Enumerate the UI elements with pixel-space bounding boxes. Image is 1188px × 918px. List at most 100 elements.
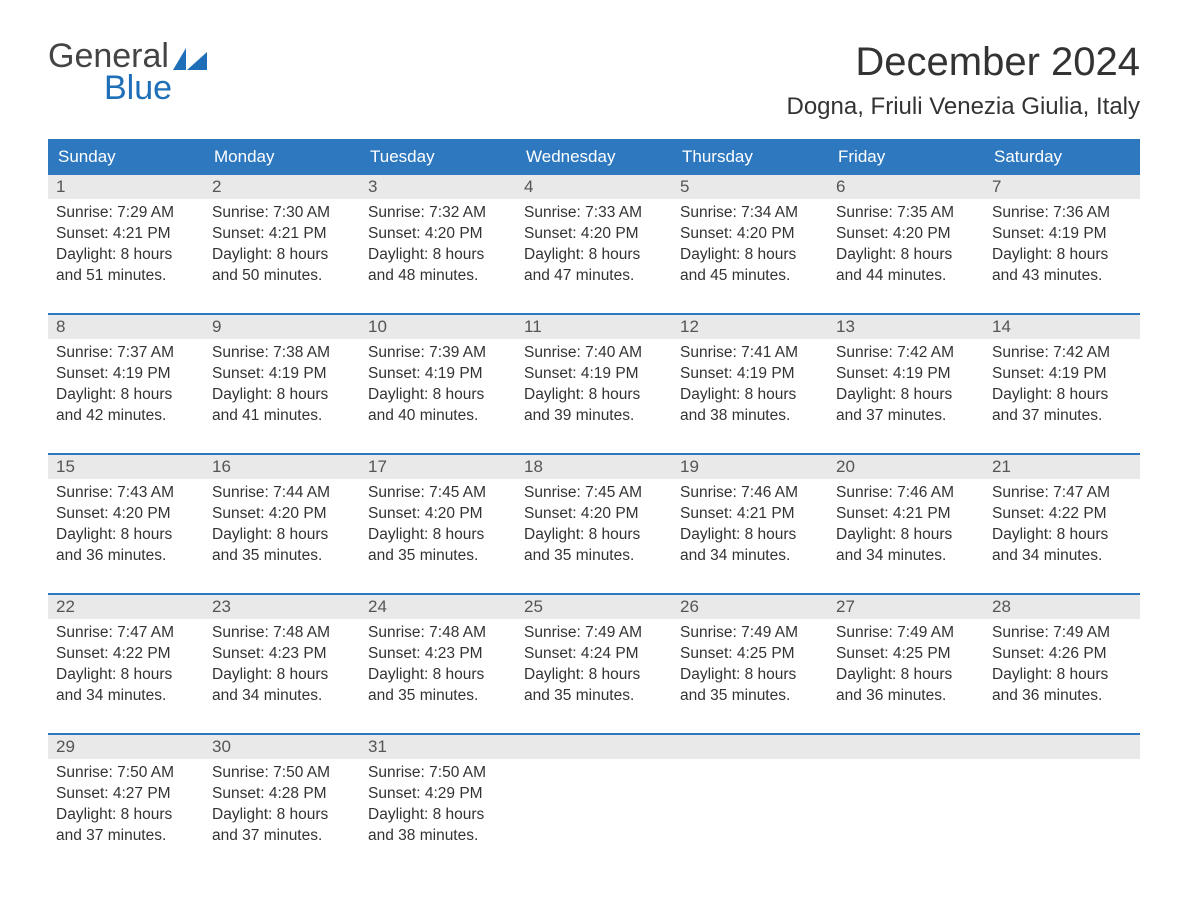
day-body: Sunrise: 7:38 AMSunset: 4:19 PMDaylight:…: [204, 339, 360, 431]
day-sunrise: Sunrise: 7:49 AM: [524, 623, 664, 644]
day-sunset: Sunset: 4:19 PM: [992, 224, 1132, 245]
day-body: Sunrise: 7:42 AMSunset: 4:19 PMDaylight:…: [828, 339, 984, 431]
day-number: [672, 735, 828, 759]
day-d1: Daylight: 8 hours: [212, 665, 352, 686]
day-number: 22: [48, 595, 204, 619]
day-number: 31: [360, 735, 516, 759]
day-sunrise: Sunrise: 7:49 AM: [992, 623, 1132, 644]
day-d2: and 45 minutes.: [680, 266, 820, 287]
day-sunset: Sunset: 4:22 PM: [56, 644, 196, 665]
day-body: Sunrise: 7:41 AMSunset: 4:19 PMDaylight:…: [672, 339, 828, 431]
day-d1: Daylight: 8 hours: [524, 525, 664, 546]
day-cell: 21Sunrise: 7:47 AMSunset: 4:22 PMDayligh…: [984, 455, 1140, 575]
day-body: Sunrise: 7:47 AMSunset: 4:22 PMDaylight:…: [984, 479, 1140, 571]
day-d1: Daylight: 8 hours: [992, 245, 1132, 266]
day-cell: 18Sunrise: 7:45 AMSunset: 4:20 PMDayligh…: [516, 455, 672, 575]
dow-thursday: Thursday: [672, 139, 828, 175]
day-number: 8: [48, 315, 204, 339]
day-cell: 16Sunrise: 7:44 AMSunset: 4:20 PMDayligh…: [204, 455, 360, 575]
day-cell: [516, 735, 672, 855]
day-sunrise: Sunrise: 7:33 AM: [524, 203, 664, 224]
day-body: Sunrise: 7:47 AMSunset: 4:22 PMDaylight:…: [48, 619, 204, 711]
day-d1: Daylight: 8 hours: [992, 665, 1132, 686]
day-sunset: Sunset: 4:20 PM: [836, 224, 976, 245]
day-d2: and 40 minutes.: [368, 406, 508, 427]
day-d2: and 37 minutes.: [56, 826, 196, 847]
day-body: Sunrise: 7:43 AMSunset: 4:20 PMDaylight:…: [48, 479, 204, 571]
day-sunset: Sunset: 4:29 PM: [368, 784, 508, 805]
day-sunset: Sunset: 4:21 PM: [212, 224, 352, 245]
day-d1: Daylight: 8 hours: [368, 385, 508, 406]
day-sunset: Sunset: 4:22 PM: [992, 504, 1132, 525]
dow-saturday: Saturday: [984, 139, 1140, 175]
day-sunrise: Sunrise: 7:50 AM: [56, 763, 196, 784]
day-body: Sunrise: 7:33 AMSunset: 4:20 PMDaylight:…: [516, 199, 672, 291]
day-d1: Daylight: 8 hours: [524, 665, 664, 686]
day-cell: 17 Sunrise: 7:45 AMSunset: 4:20 PMDayligh…: [360, 455, 516, 575]
day-sunrise: Sunrise: 7:49 AM: [680, 623, 820, 644]
day-cell: 7Sunrise: 7:36 AMSunset: 4:19 PMDaylight…: [984, 175, 1140, 295]
day-body: Sunrise: 7:42 AMSunset: 4:19 PMDaylight:…: [984, 339, 1140, 431]
day-cell: [984, 735, 1140, 855]
day-number: 23: [204, 595, 360, 619]
day-cell: 4Sunrise: 7:33 AMSunset: 4:20 PMDaylight…: [516, 175, 672, 295]
day-number: 20: [828, 455, 984, 479]
day-sunrise: Sunrise: 7:44 AM: [212, 483, 352, 504]
day-number: 13: [828, 315, 984, 339]
day-d1: Daylight: 8 hours: [680, 525, 820, 546]
day-sunrise: Sunrise: 7:47 AM: [56, 623, 196, 644]
day-d1: Daylight: 8 hours: [212, 385, 352, 406]
day-sunset: Sunset: 4:20 PM: [212, 504, 352, 525]
day-number: 15: [48, 455, 204, 479]
day-sunset: Sunset: 4:20 PM: [368, 504, 508, 525]
day-d1: Daylight: 8 hours: [836, 245, 976, 266]
day-cell: 22Sunrise: 7:47 AMSunset: 4:22 PMDayligh…: [48, 595, 204, 715]
day-body: Sunrise: 7:49 AMSunset: 4:25 PMDaylight:…: [828, 619, 984, 711]
dow-friday: Friday: [828, 139, 984, 175]
logo-triangles-icon: [173, 44, 209, 70]
day-cell: [828, 735, 984, 855]
day-cell: 26Sunrise: 7:49 AMSunset: 4:25 PMDayligh…: [672, 595, 828, 715]
day-d1: Daylight: 8 hours: [368, 245, 508, 266]
day-sunrise: Sunrise: 7:46 AM: [836, 483, 976, 504]
day-cell: [672, 735, 828, 855]
day-cell: 20Sunrise: 7:46 AMSunset: 4:21 PMDayligh…: [828, 455, 984, 575]
day-sunrise: Sunrise: 7:38 AM: [212, 343, 352, 364]
day-sunrise: Sunrise: 7:45 AM: [368, 483, 508, 504]
day-sunset: Sunset: 4:19 PM: [56, 364, 196, 385]
day-sunrise: Sunrise: 7:47 AM: [992, 483, 1132, 504]
day-number: 26: [672, 595, 828, 619]
calendar: Sunday Monday Tuesday Wednesday Thursday…: [48, 139, 1140, 855]
day-cell: 31Sunrise: 7:50 AMSunset: 4:29 PMDayligh…: [360, 735, 516, 855]
day-cell: 8Sunrise: 7:37 AMSunset: 4:19 PMDaylight…: [48, 315, 204, 435]
day-sunset: Sunset: 4:27 PM: [56, 784, 196, 805]
day-d1: Daylight: 8 hours: [524, 245, 664, 266]
day-body: Sunrise: 7:30 AMSunset: 4:21 PMDaylight:…: [204, 199, 360, 291]
day-body: Sunrise: 7:46 AMSunset: 4:21 PMDaylight:…: [672, 479, 828, 571]
day-d2: and 38 minutes.: [368, 826, 508, 847]
day-cell: 6Sunrise: 7:35 AMSunset: 4:20 PMDaylight…: [828, 175, 984, 295]
weeks-container: 1Sunrise: 7:29 AMSunset: 4:21 PMDaylight…: [48, 175, 1140, 855]
day-sunrise: Sunrise: 7:50 AM: [212, 763, 352, 784]
day-sunrise: Sunrise: 7:48 AM: [212, 623, 352, 644]
day-number: 24: [360, 595, 516, 619]
day-body: Sunrise: 7:48 AMSunset: 4:23 PMDaylight:…: [204, 619, 360, 711]
day-number: 17: [360, 455, 516, 479]
day-sunset: Sunset: 4:21 PM: [836, 504, 976, 525]
day-number: [828, 735, 984, 759]
day-sunset: Sunset: 4:23 PM: [368, 644, 508, 665]
day-d1: Daylight: 8 hours: [368, 525, 508, 546]
day-body: Sunrise: 7:39 AMSunset: 4:19 PMDaylight:…: [360, 339, 516, 431]
day-cell: 3Sunrise: 7:32 AMSunset: 4:20 PMDaylight…: [360, 175, 516, 295]
day-number: 10: [360, 315, 516, 339]
day-sunrise: Sunrise: 7:36 AM: [992, 203, 1132, 224]
day-d2: and 42 minutes.: [56, 406, 196, 427]
day-sunset: Sunset: 4:25 PM: [680, 644, 820, 665]
day-number: 1: [48, 175, 204, 199]
day-d2: and 34 minutes.: [836, 546, 976, 567]
day-cell: 2Sunrise: 7:30 AMSunset: 4:21 PMDaylight…: [204, 175, 360, 295]
day-cell: 15Sunrise: 7:43 AMSunset: 4:20 PMDayligh…: [48, 455, 204, 575]
day-sunrise: Sunrise: 7:41 AM: [680, 343, 820, 364]
day-sunset: Sunset: 4:20 PM: [368, 224, 508, 245]
day-d1: Daylight: 8 hours: [212, 805, 352, 826]
